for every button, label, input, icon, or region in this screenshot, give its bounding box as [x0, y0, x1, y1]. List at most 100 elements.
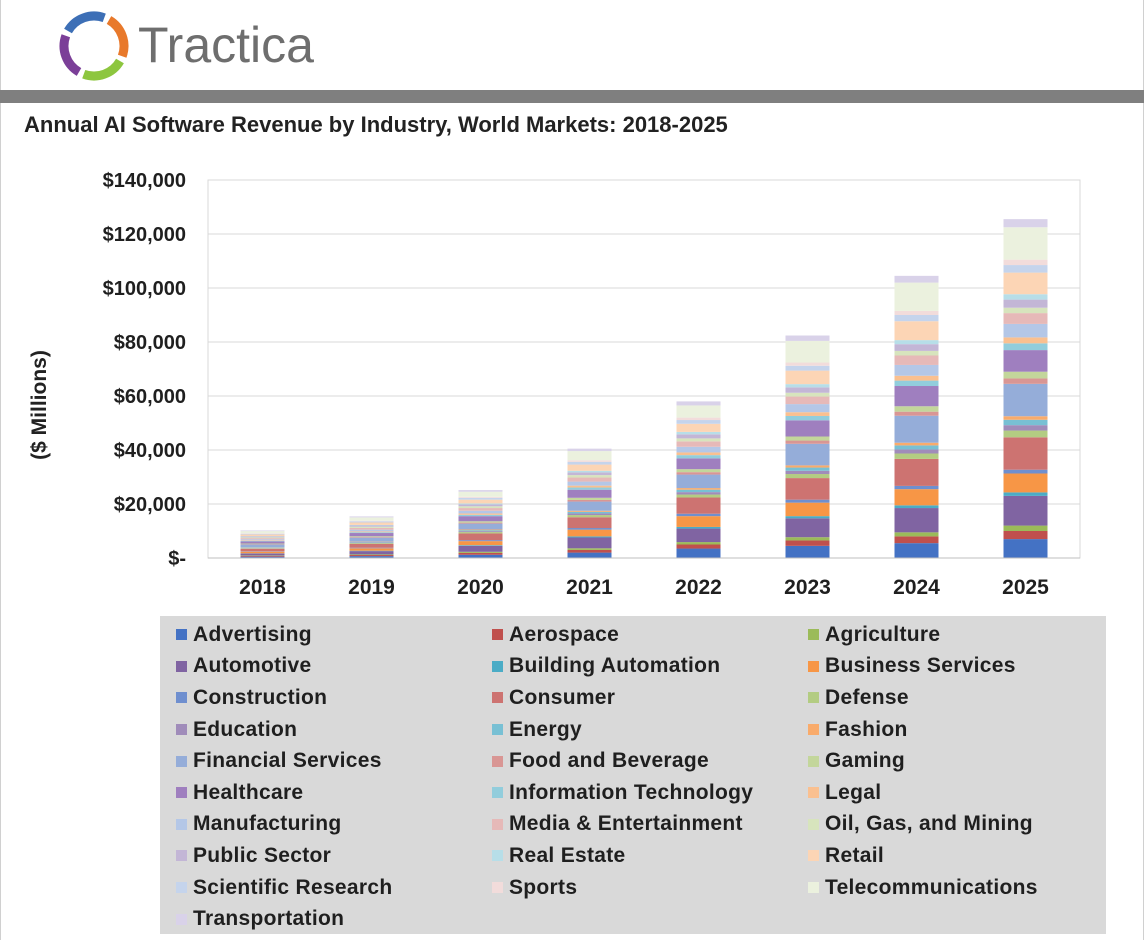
bar-segment — [567, 460, 612, 462]
legend-label: Aerospace — [509, 622, 620, 646]
bar-segment — [1003, 525, 1048, 531]
bar-segment — [458, 545, 503, 552]
bar-segment — [567, 499, 612, 502]
legend-label: Manufacturing — [193, 812, 342, 836]
bar-segment — [785, 370, 830, 385]
stacked-bar-chart: $- $20,000 $40,000 $60,000 $80,000 $100,000 $1… — [103, 170, 1081, 599]
x-tick-label: 2023 — [784, 576, 831, 599]
bar-segment — [894, 282, 939, 311]
bar-segment — [785, 412, 830, 416]
bar-segment — [349, 547, 394, 549]
bar-segment — [676, 488, 721, 490]
legend-label: Oil, Gas, and Mining — [825, 812, 1033, 836]
bar-segment — [349, 554, 394, 556]
bar-segment — [567, 451, 612, 461]
y-tick-label: $- — [168, 548, 186, 570]
bar-segment — [567, 501, 612, 511]
y-tick-label: $60,000 — [114, 386, 186, 408]
bar-segment — [240, 551, 285, 554]
bar-segment — [785, 545, 830, 558]
legend-swatch — [492, 660, 503, 672]
bar-segment — [240, 534, 285, 537]
legend-swatch — [808, 818, 819, 830]
bar-segment — [1003, 539, 1048, 558]
legend-swatch — [176, 850, 187, 862]
bar-segment — [240, 543, 285, 545]
legend-swatch — [176, 818, 187, 830]
bar-segment — [894, 543, 939, 558]
bar-segment — [785, 384, 830, 388]
bar-segment — [458, 540, 503, 542]
bar-segment — [894, 453, 939, 459]
legend-label: Food and Beverage — [509, 749, 709, 773]
bar-segment — [785, 540, 830, 546]
legend-swatch — [808, 882, 819, 894]
bar-segment — [567, 548, 612, 550]
bar-segment — [349, 551, 394, 555]
bar-segment — [785, 467, 830, 471]
bar-segment — [458, 513, 503, 515]
legend-label: Consumer — [509, 685, 616, 709]
bar-segment — [894, 355, 939, 365]
bar-segment — [458, 523, 503, 530]
bar-segment — [894, 315, 939, 322]
legend-swatch — [176, 913, 187, 925]
bar-segment — [240, 537, 285, 539]
legend-label: Legal — [825, 780, 882, 804]
bar-segment — [458, 497, 503, 500]
legend-item: Building Automation — [492, 651, 808, 683]
bar-segment — [458, 529, 503, 531]
x-tick-label: 2018 — [239, 576, 286, 599]
bar-segment — [785, 362, 830, 366]
legend-swatch — [176, 787, 187, 799]
bar-segment — [676, 528, 721, 543]
bar-segment — [894, 532, 939, 537]
legend-label: Sports — [509, 875, 578, 899]
bar-segment — [785, 396, 830, 405]
bar-segment — [349, 532, 394, 534]
bar-segment — [349, 555, 394, 557]
bar-segment — [785, 518, 830, 538]
legend-label: Transportation — [193, 907, 345, 931]
bar-segment — [676, 526, 721, 529]
bar-segment — [785, 404, 830, 413]
bar-segment — [894, 449, 939, 454]
bar-segment — [676, 492, 721, 495]
bar-segment — [894, 458, 939, 486]
bar-segment — [785, 392, 830, 397]
bar-segment — [567, 485, 612, 488]
bar-segment — [240, 544, 285, 548]
bar-segment — [349, 529, 394, 532]
legend-swatch — [176, 755, 187, 767]
legend-swatch — [492, 629, 503, 641]
bar-segment — [458, 541, 503, 546]
legend-swatch — [808, 692, 819, 704]
bar-segment — [894, 344, 939, 351]
bar-segment — [785, 470, 830, 475]
legend-swatch — [492, 787, 503, 799]
legend-label: Energy — [509, 717, 582, 741]
bar-segment — [676, 497, 721, 514]
legend-label: Construction — [193, 685, 328, 709]
legend-item: Telecommunications — [808, 872, 1108, 904]
bar-segment — [240, 548, 285, 549]
bar-segment — [349, 525, 394, 527]
bar-segment — [676, 458, 721, 470]
legend-label: Fashion — [825, 717, 908, 741]
bar-segment — [240, 541, 285, 544]
bar-segment — [458, 496, 503, 498]
bar-segment — [240, 531, 285, 534]
bar-segment — [567, 511, 612, 514]
frame-left-border — [0, 0, 1, 940]
bar-segment — [458, 533, 503, 541]
bar-segment — [894, 350, 939, 356]
bar-segment — [676, 405, 721, 418]
legend-label: Defense — [825, 685, 909, 709]
bar-segment — [785, 443, 830, 466]
bar-segment — [349, 521, 394, 523]
legend-label: Public Sector — [193, 843, 332, 867]
bar-segment — [785, 436, 830, 441]
x-tick-label: 2020 — [457, 576, 504, 599]
bar-segment — [349, 542, 394, 543]
legend-item: Food and Beverage — [492, 745, 808, 777]
